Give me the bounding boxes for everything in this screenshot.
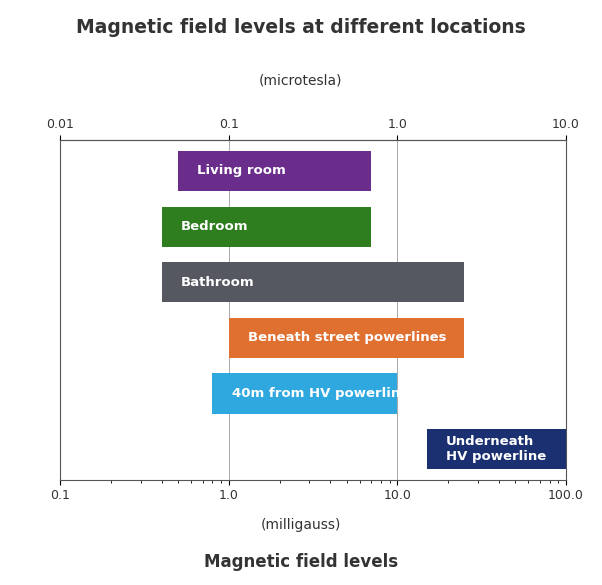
Text: Living room: Living room: [197, 164, 286, 177]
Text: 40m from HV powerline: 40m from HV powerline: [232, 387, 409, 400]
Bar: [162, 207, 371, 247]
Text: (milligauss): (milligauss): [261, 518, 341, 532]
Text: Beneath street powerlines: Beneath street powerlines: [248, 331, 447, 345]
Bar: [178, 151, 371, 191]
Text: Underneath
HV powerline: Underneath HV powerline: [446, 435, 547, 463]
Text: Bedroom: Bedroom: [181, 220, 249, 233]
Text: (microtesla): (microtesla): [259, 73, 343, 87]
Bar: [229, 318, 464, 358]
Text: Bathroom: Bathroom: [181, 276, 255, 289]
Bar: [162, 262, 464, 302]
Text: Magnetic field levels: Magnetic field levels: [204, 553, 398, 571]
Bar: [427, 429, 566, 469]
Bar: [213, 373, 397, 414]
Text: Magnetic field levels at different locations: Magnetic field levels at different locat…: [76, 18, 526, 36]
